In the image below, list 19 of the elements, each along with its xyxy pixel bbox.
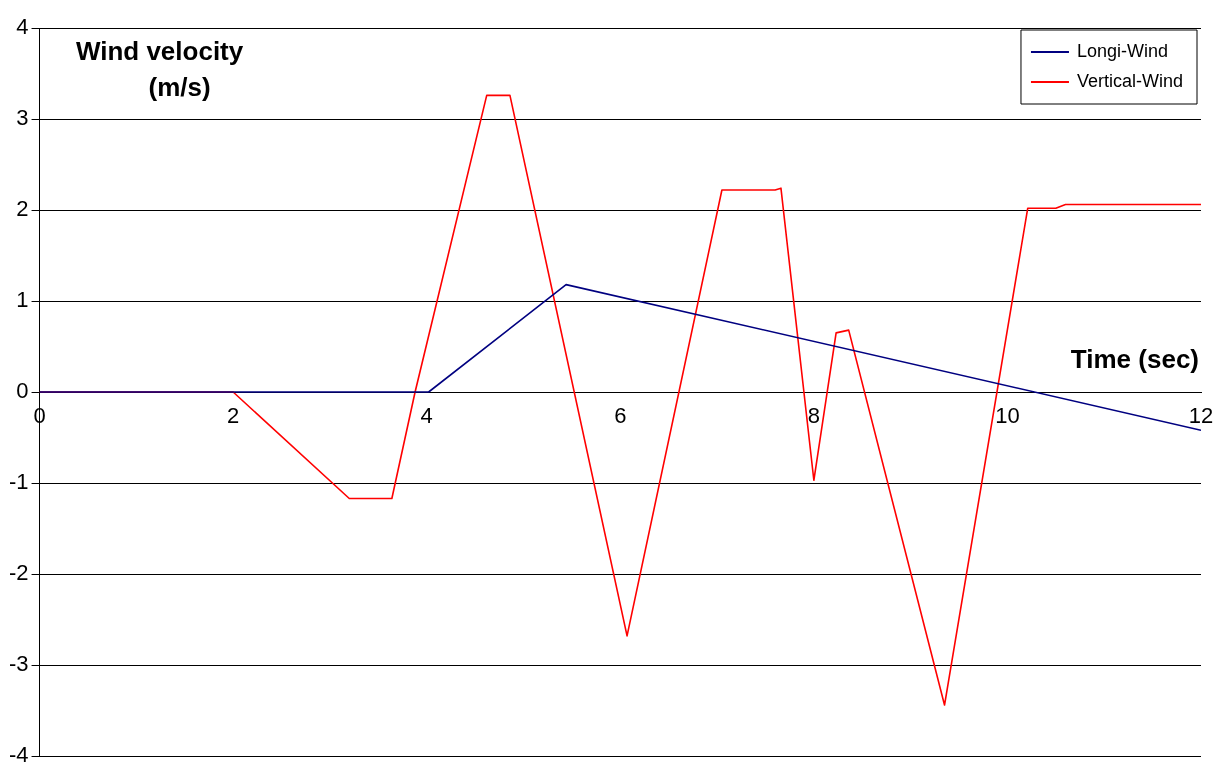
- y-axis-title: Wind velocity (m/s): [75, 36, 244, 103]
- y-tick-label: -4: [9, 742, 29, 768]
- legend-label: Longi-Wind: [1076, 40, 1169, 61]
- y-tick-label: 2: [16, 196, 29, 222]
- y-tick-label: 3: [16, 105, 29, 131]
- x-tick-label: 10: [995, 403, 1020, 429]
- y-tick-label: -3: [9, 651, 29, 677]
- x-tick-label: 4: [420, 403, 433, 429]
- x-tick-label: 12: [1188, 403, 1214, 429]
- x-tick-label: 2: [227, 403, 240, 429]
- y-tick-label: 1: [16, 287, 29, 313]
- y-tick-label: -2: [9, 560, 29, 586]
- x-axis-title: Time (sec): [1070, 344, 1199, 375]
- legend-label: Vertical-Wind: [1076, 70, 1183, 91]
- y-tick-label: 0: [16, 378, 29, 404]
- x-tick-label: 6: [614, 403, 627, 429]
- y-tick-label: -1: [9, 469, 29, 495]
- y-tick-label: 4: [16, 14, 29, 40]
- x-tick-label: 8: [807, 403, 820, 429]
